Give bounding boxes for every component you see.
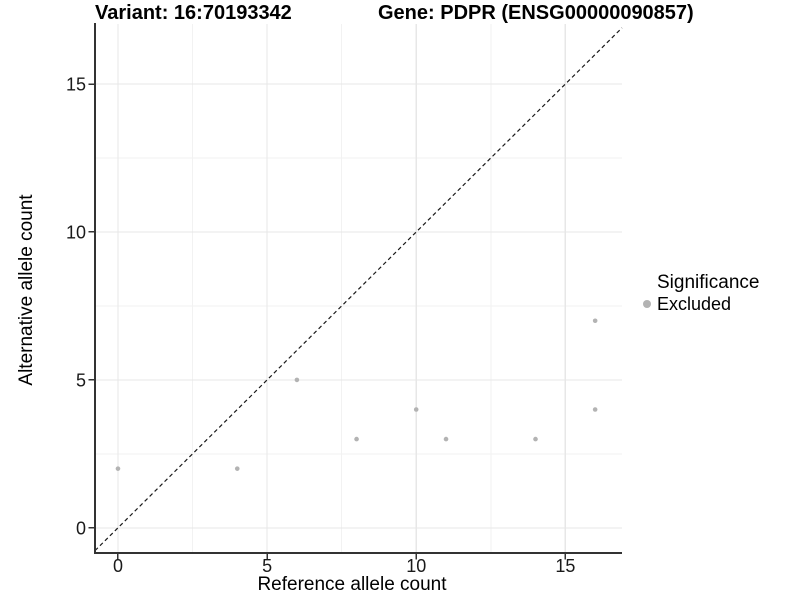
y-axis-title: Alternative allele count: [16, 194, 37, 386]
data-point: [443, 436, 449, 442]
y-tick-label: 5: [76, 370, 86, 390]
variant-title: Variant: 16:70193342: [95, 2, 292, 24]
data-point: [592, 407, 598, 412]
legend-item-label: Excluded: [657, 294, 732, 314]
data-point: [294, 377, 300, 383]
x-tick-label: 5: [262, 556, 272, 576]
y-tick-label: 15: [66, 75, 86, 95]
gene-title: Gene: PDPR (ENSG00000090857): [378, 2, 694, 24]
y-tick-label: 0: [76, 518, 86, 538]
data-point: [234, 466, 240, 471]
data-point: [115, 466, 121, 471]
data-point: [592, 318, 598, 324]
y-tick-label: 10: [66, 222, 86, 242]
x-tick-label: 10: [406, 556, 426, 576]
x-tick-label: 15: [555, 556, 575, 576]
legend-title: Significance: [657, 272, 760, 293]
legend-item-excluded: Excluded: [637, 294, 759, 314]
legend: Significance Excluded: [637, 272, 759, 314]
data-point: [413, 407, 419, 412]
legend-key: [637, 294, 657, 314]
legend-point-icon: [643, 300, 651, 308]
data-point: [533, 436, 538, 442]
x-tick-label: 0: [113, 556, 123, 576]
x-axis-title: Reference allele count: [257, 574, 447, 595]
data-point: [354, 436, 359, 442]
identity-line: [94, 27, 623, 552]
